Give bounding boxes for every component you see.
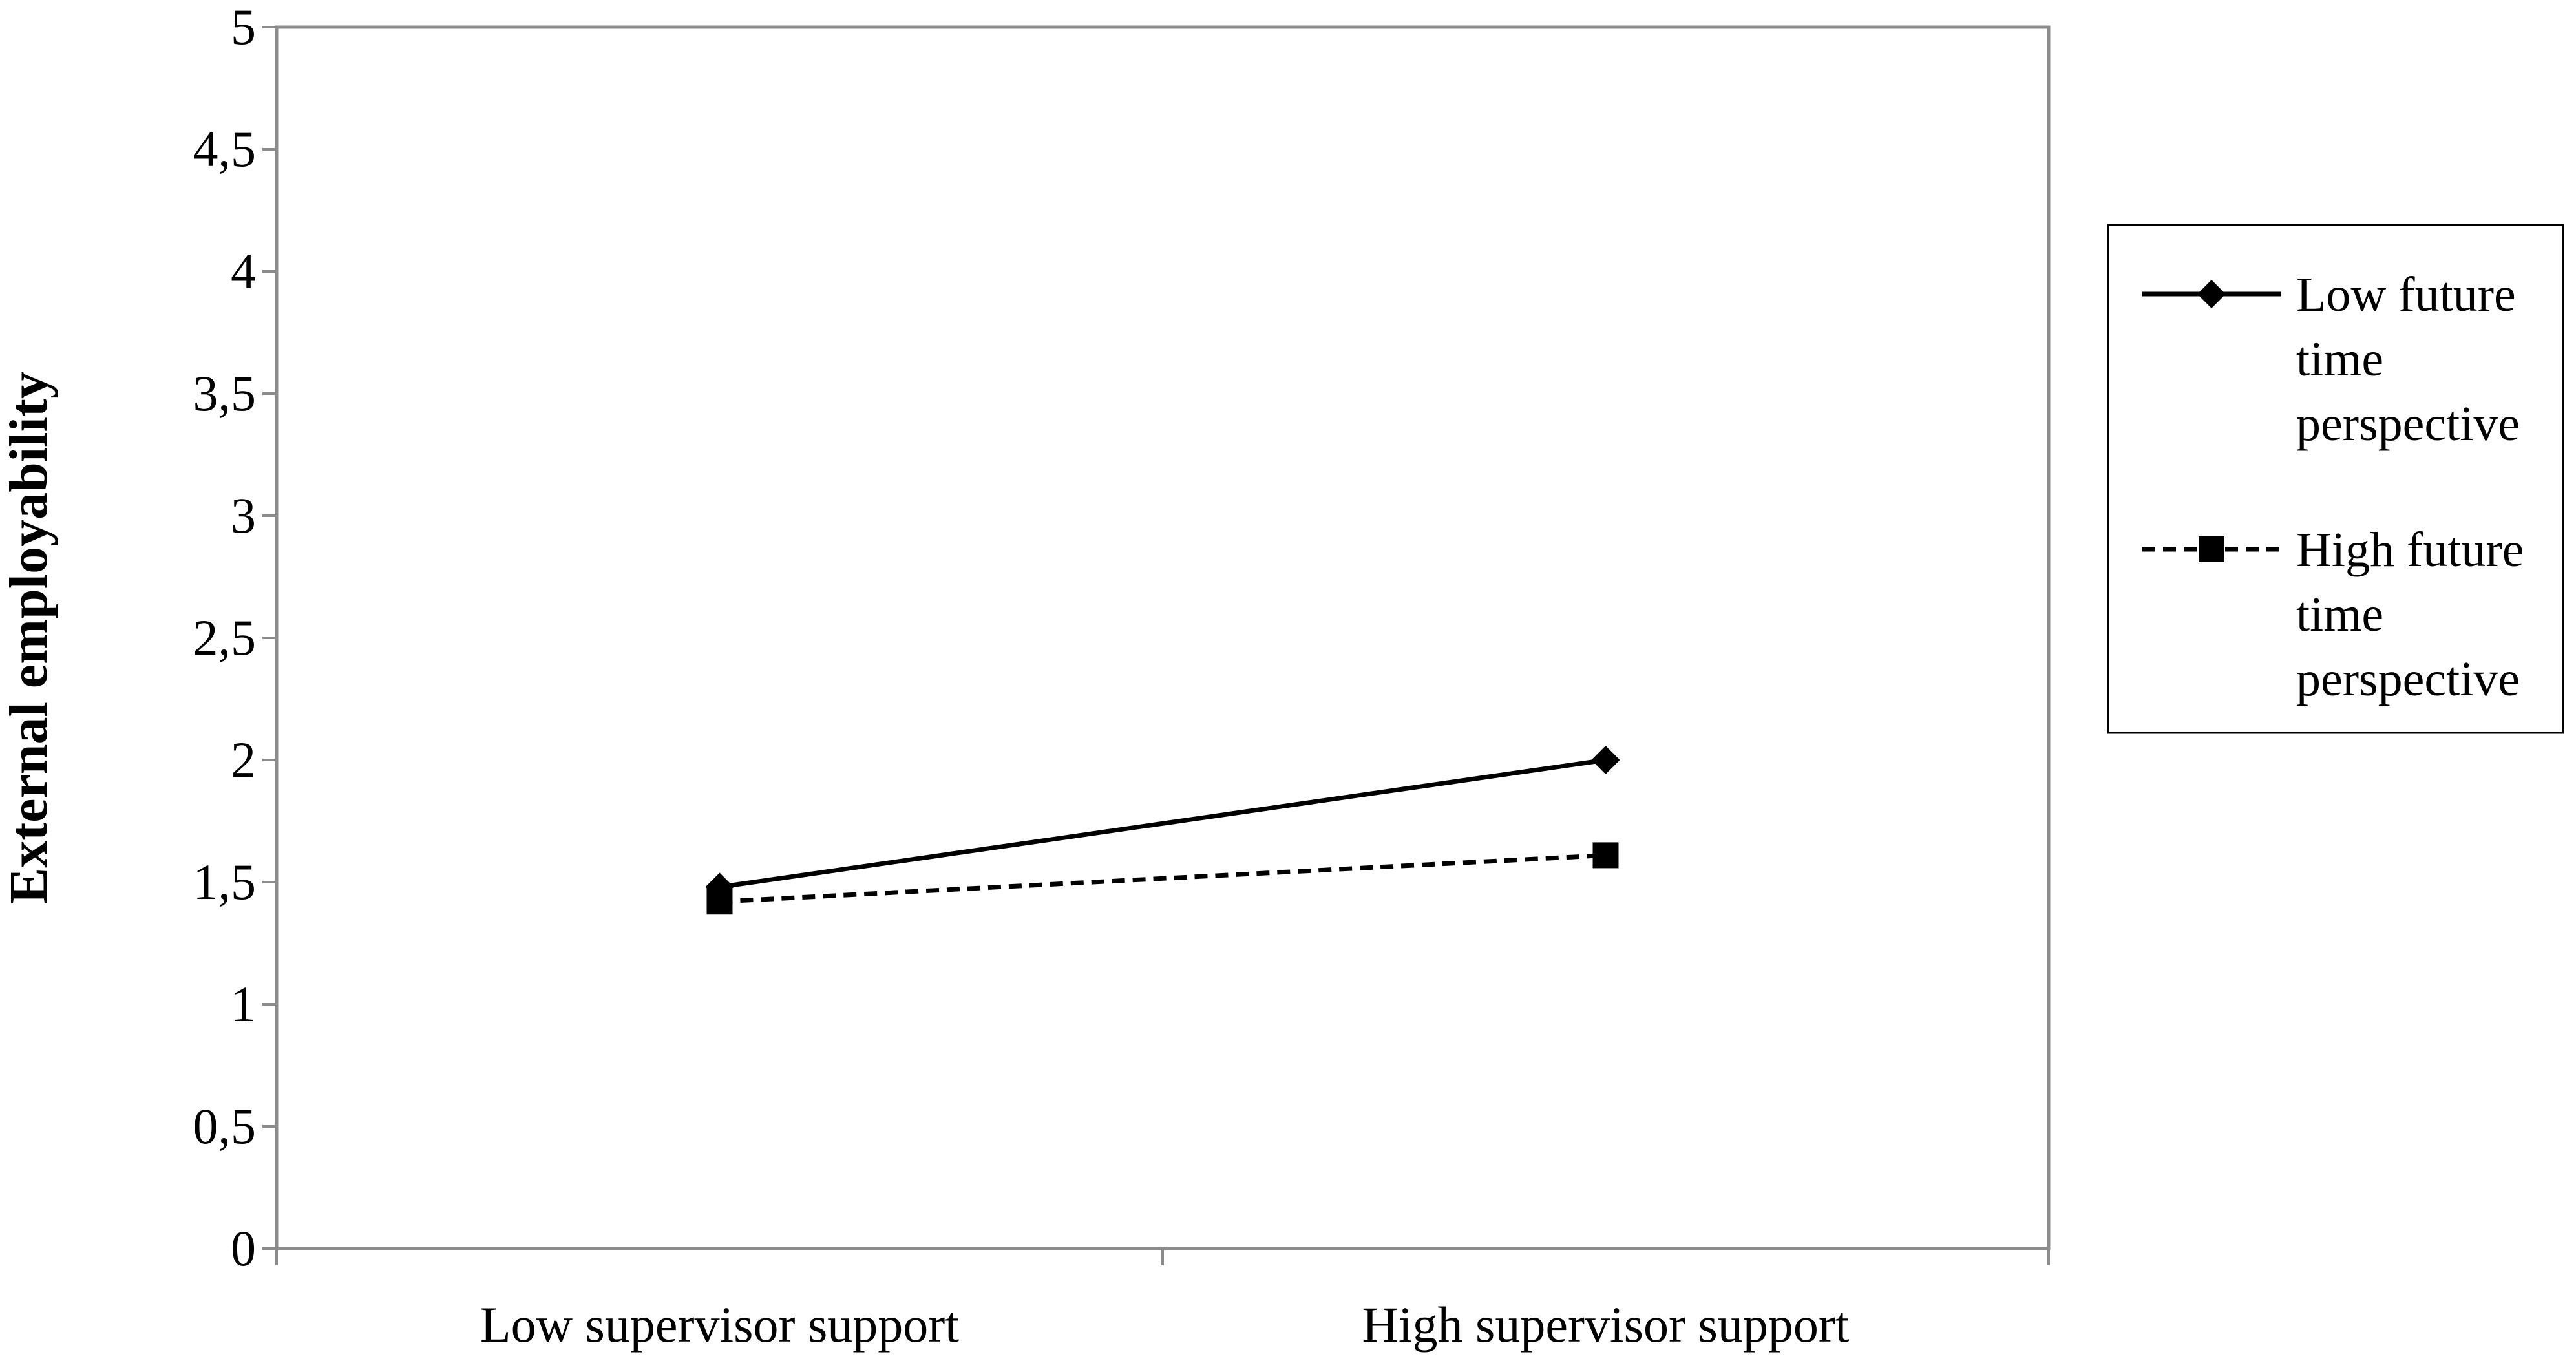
y-tick-label: 3: [231, 487, 256, 543]
series-layer: [705, 746, 1620, 915]
y-tick-label: 4: [231, 243, 256, 299]
legend-label: time: [2296, 332, 2383, 386]
legend-entry-2: High future time perspective: [2142, 523, 2524, 706]
series-2: [706, 842, 1619, 915]
y-tick-label: 1,5: [193, 854, 257, 910]
x-tick-label: High supervisor support: [1362, 1296, 1850, 1353]
y-tick-label: 4,5: [193, 121, 257, 177]
data-point: [706, 889, 733, 915]
y-tick-label: 0: [231, 1220, 256, 1276]
legend-label: time: [2296, 587, 2383, 642]
x-tick-label: Low supervisor support: [480, 1296, 959, 1353]
y-tick-label: 3,5: [193, 365, 257, 421]
data-point: [1592, 842, 1619, 869]
data-point: [1591, 746, 1620, 774]
plot-area: [275, 25, 2051, 1250]
y-tick-label: 5: [231, 0, 256, 55]
x-axis: Low supervisor support High supervisor su…: [275, 1249, 2050, 1353]
y-axis-title: External employability: [0, 372, 59, 904]
y-tick-label: 2: [231, 732, 256, 788]
legend-marker: [2197, 280, 2226, 308]
series-line: [719, 852, 1606, 904]
legend-label: High future: [2296, 523, 2524, 577]
legend-marker: [2199, 536, 2224, 562]
legend-label: perspective: [2296, 397, 2520, 451]
legend-box: [2107, 224, 2564, 734]
legend-label: Low future: [2296, 268, 2516, 322]
legend: Low future time perspective High future time…: [2107, 224, 2564, 734]
legend-entry-1: Low future time perspective: [2142, 268, 2520, 451]
y-tick-label: 2,5: [193, 609, 257, 666]
y-tick-label: 0,5: [193, 1098, 257, 1154]
y-axis: 0 0,5 1 1,5 2 2,5 3 3,5 4 4,5 5: [193, 0, 277, 1276]
y-tick-label: 1: [231, 976, 256, 1032]
legend-label: perspective: [2296, 652, 2520, 706]
series-line: [719, 757, 1606, 890]
